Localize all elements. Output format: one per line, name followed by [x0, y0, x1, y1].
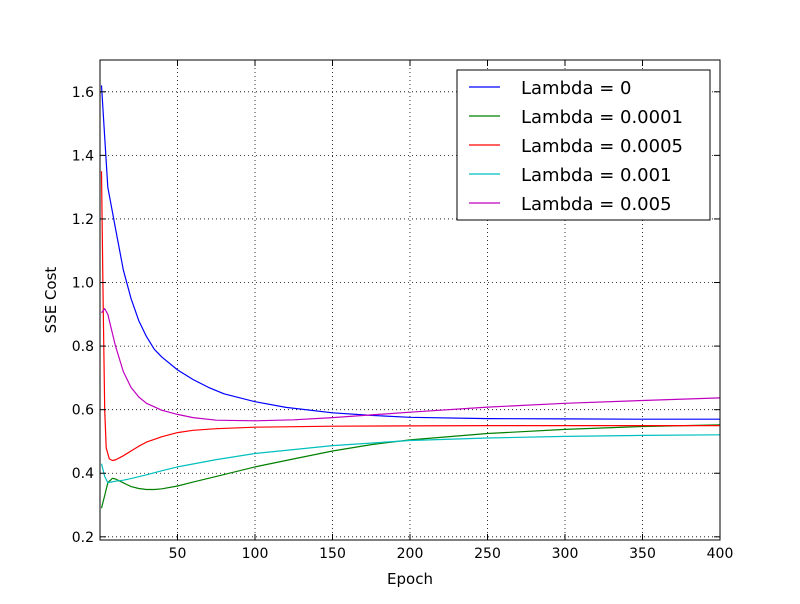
- axis-ticks: 50 100 150 200 250 300 350 400 0.2 0.4 0.6 0.8 1.0 1.…: [72, 60, 734, 562]
- x-axis-label: Epoch: [387, 570, 433, 588]
- y-tick-label: 1.0: [72, 276, 94, 292]
- series-group: [100, 85, 721, 509]
- series-line: [100, 434, 721, 484]
- y-tick-label: 1.4: [72, 148, 94, 164]
- legend-label: Lambda = 0: [521, 78, 631, 99]
- legend: Lambda = 0 Lambda = 0.0001 Lambda = 0.0005…: [456, 69, 711, 221]
- x-tick-label: 50: [169, 546, 187, 562]
- x-tick-label: 150: [319, 546, 346, 562]
- x-tick-label: 400: [707, 546, 734, 562]
- series-line: [100, 424, 721, 509]
- y-tick-label: 0.4: [72, 466, 94, 482]
- series-line: [100, 85, 720, 420]
- series-line: [100, 171, 720, 462]
- x-tick-label: 350: [629, 546, 656, 562]
- y-tick-label: 0.6: [72, 403, 94, 419]
- y-axis-label: SSE Cost: [42, 267, 60, 334]
- x-tick-label: 100: [242, 546, 269, 562]
- y-tick-label: 0.2: [72, 530, 94, 546]
- legend-label: Lambda = 0.0005: [521, 136, 683, 157]
- y-tick-label: 1.2: [72, 212, 94, 228]
- legend-label: Lambda = 0.001: [521, 165, 672, 186]
- y-tick-label: 0.8: [72, 339, 94, 355]
- x-tick-label: 200: [397, 546, 424, 562]
- legend-label: Lambda = 0.0001: [521, 107, 683, 128]
- series-line: [101, 308, 721, 422]
- legend-label: Lambda = 0.005: [521, 194, 672, 215]
- y-tick-label: 1.6: [72, 85, 94, 101]
- x-tick-label: 300: [552, 546, 579, 562]
- x-tick-label: 250: [474, 546, 501, 562]
